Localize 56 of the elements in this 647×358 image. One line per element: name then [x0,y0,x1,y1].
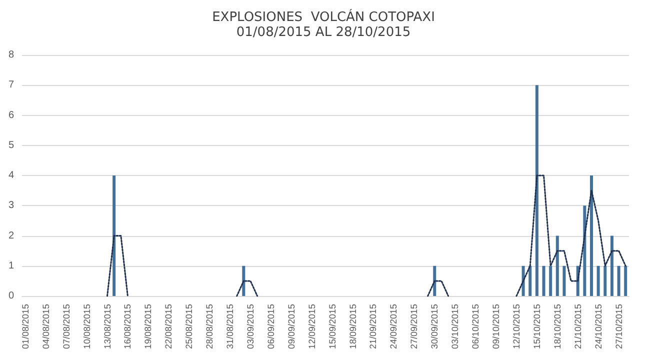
bar [590,176,593,296]
bar [604,266,607,296]
x-tick-label: 28/08/2015 [204,304,215,350]
x-tick-label: 09/10/2015 [491,304,502,350]
x-tick-label: 24/10/2015 [593,304,604,350]
x-tick-label: 30/09/2015 [430,304,440,350]
x-tick-label: 25/08/2015 [184,304,194,350]
x-tick-label: 03/10/2015 [450,304,460,350]
x-tick-label: 06/09/2015 [266,304,276,350]
x-tick-label: 12/09/2015 [306,304,317,350]
x-tick-label: 27/10/2015 [614,304,624,350]
bar [112,176,116,296]
bar [596,266,600,296]
bar [542,266,546,296]
y-tick-label: 4 [8,170,14,181]
y-tick-label: 7 [8,80,14,91]
bar [535,85,538,296]
x-tick-label: 18/10/2015 [552,304,562,350]
x-tick-label: 21/09/2015 [368,304,378,350]
y-tick-label: 1 [8,260,14,272]
x-tick-label: 16/08/2015 [122,304,133,350]
x-tick-label: 09/09/2015 [286,304,296,350]
bar [610,236,614,296]
x-tick-label: 27/09/2015 [409,304,420,350]
x-tick-label: 19/08/2015 [143,304,154,350]
chart-subtitle: 01/08/2015 AL 28/10/2015 [236,25,411,40]
bar [549,266,552,296]
x-tick-label: 10/08/2015 [82,304,92,350]
x-tick-label: 07/08/2015 [61,304,72,350]
x-tick-label: 12/10/2015 [511,304,522,350]
x-tick-label: 18/09/2015 [348,304,358,350]
x-tick-label: 15/09/2015 [327,304,338,350]
y-tick-label: 2 [8,230,14,242]
x-tick-label: 24/09/2015 [388,304,399,350]
x-tick-label: 04/08/2015 [40,304,51,350]
x-tick-label: 01/08/2015 [20,304,30,350]
bar [617,266,620,296]
x-tick-label: 31/08/2015 [225,304,236,350]
bar [528,266,532,296]
chart-title: EXPLOSIONES VOLCÁN COTOPAXI [212,8,435,25]
bar [433,266,436,296]
y-tick-label: 0 [8,290,14,302]
x-tick-label: 22/08/2015 [164,304,174,350]
x-tick-label: 21/10/2015 [572,304,583,350]
bar [624,266,628,296]
y-tick-label: 8 [8,50,14,60]
bar [556,236,559,296]
x-tick-label: 03/09/2015 [245,304,256,350]
bar [242,266,246,296]
y-tick-label: 5 [8,140,14,151]
x-tick-label: 13/08/2015 [102,304,112,350]
x-tick-label: 15/10/2015 [532,304,542,350]
x-tick-label: 06/10/2015 [470,304,481,350]
bar [562,266,566,296]
y-tick-label: 6 [8,110,14,121]
y-tick-label: 3 [8,200,14,212]
